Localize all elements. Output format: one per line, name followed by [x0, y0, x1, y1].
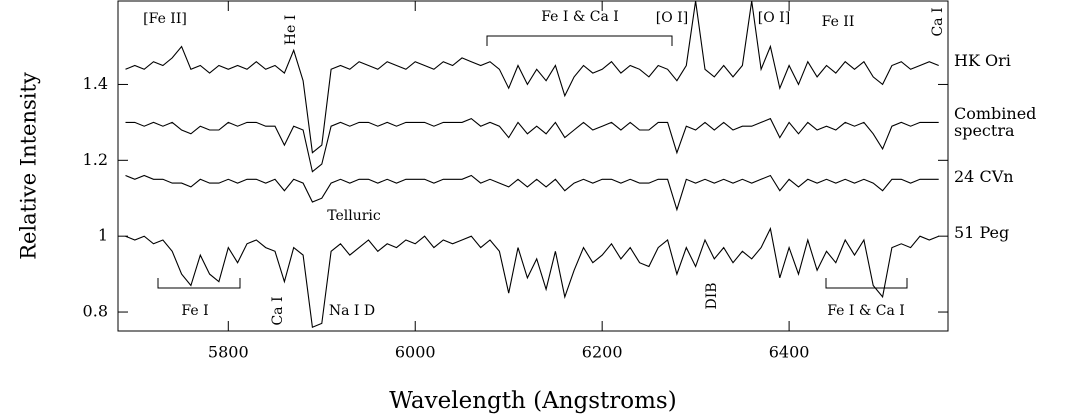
- bracket: [825, 278, 908, 289]
- annotation: He I: [283, 15, 299, 45]
- y-tick-label: 1.2: [83, 150, 108, 169]
- x-tick-label: 5800: [208, 343, 249, 362]
- series-label: HK Ori: [954, 51, 1011, 70]
- series-label: Combined spectra: [954, 104, 1037, 140]
- spectrum-line: [125, 174, 939, 212]
- annotation: Fe I: [181, 303, 208, 319]
- x-tick-label: 6200: [582, 343, 623, 362]
- y-tick-label: 1.4: [83, 74, 108, 93]
- annotation: Ca I: [270, 296, 286, 325]
- annotation: [Fe II]: [143, 11, 187, 27]
- plot-frame: [117, 0, 949, 332]
- plot-area: [125, 1, 939, 328]
- y-tick-label: 1: [98, 226, 108, 245]
- annotation: [O I]: [656, 10, 688, 26]
- x-axis-label: Wavelength (Angstroms): [389, 388, 676, 414]
- bracket: [486, 35, 673, 46]
- annotation: Fe II: [822, 14, 855, 30]
- series-label: 51 Peg: [954, 223, 1010, 242]
- x-tick-label: 6400: [769, 343, 810, 362]
- annotation: Na I D: [329, 303, 375, 319]
- y-axis-label: Relative Intensity: [17, 72, 41, 260]
- annotation: Fe I & Ca I: [827, 303, 905, 319]
- annotation: Telluric: [327, 208, 381, 224]
- annotation: DIB: [704, 282, 720, 309]
- x-tick-label: 6000: [395, 343, 436, 362]
- spectrum-line: [125, 226, 939, 328]
- annotation: Fe I & Ca I: [541, 9, 619, 25]
- annotation: [O I]: [758, 10, 790, 26]
- spectrum-line: [125, 117, 939, 173]
- annotation: Ca I: [930, 7, 946, 36]
- series-label: 24 CVn: [954, 167, 1014, 186]
- bracket: [157, 278, 241, 289]
- spectrum-line: [125, 1, 939, 154]
- y-tick-label: 0.8: [83, 302, 108, 321]
